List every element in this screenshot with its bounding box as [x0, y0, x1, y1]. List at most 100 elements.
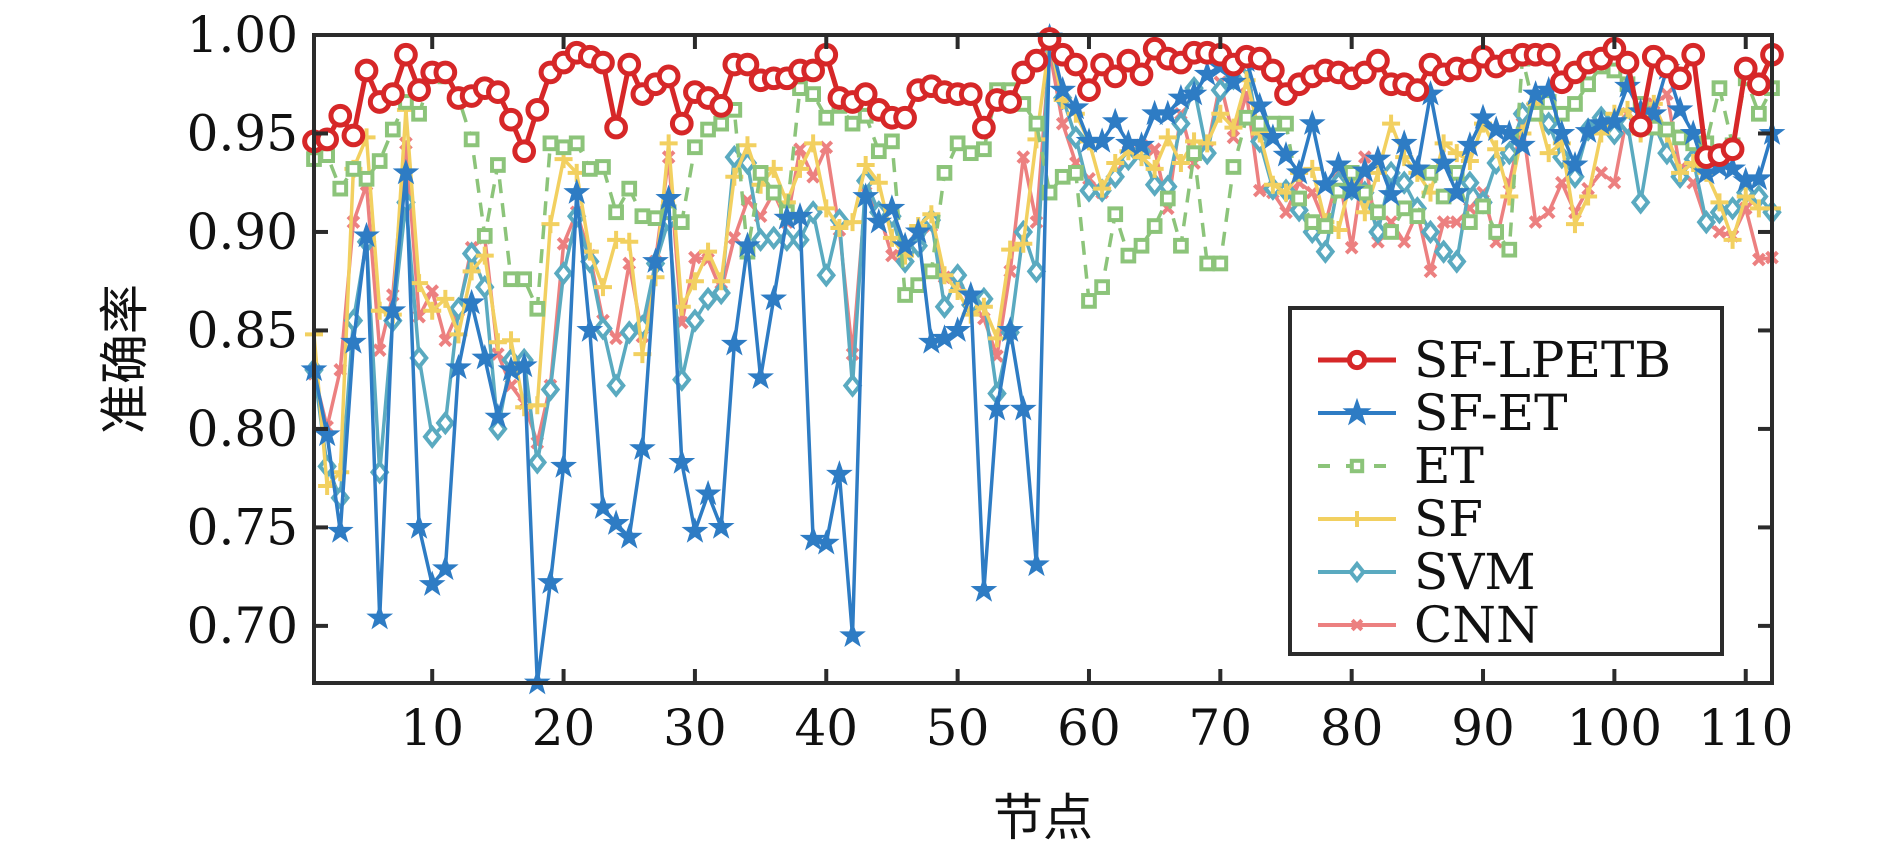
data-point-sf-et [1298, 109, 1326, 135]
legend-item-sf-et: SF-ET [1318, 384, 1567, 442]
data-point-et [516, 271, 533, 288]
data-point-svm [435, 410, 456, 436]
data-point-sf [1171, 154, 1190, 173]
data-point-et [1462, 214, 1478, 230]
data-point-et [542, 135, 559, 152]
data-point-et [581, 161, 598, 177]
data-point-sf-et [760, 284, 788, 311]
data-point-sf-lpetb [972, 115, 996, 140]
data-point-sf [593, 278, 612, 297]
legend-marker-sf-et [1342, 397, 1372, 426]
series-sf-lpetb [302, 27, 1784, 169]
data-point-et [595, 159, 611, 175]
data-point-sf [1211, 104, 1230, 123]
data-point-sf-lpetb [604, 115, 628, 140]
data-point-sf [738, 136, 757, 155]
data-point-et [700, 121, 716, 138]
legend-marker-sf [1349, 511, 1365, 527]
data-point-et [1107, 206, 1124, 223]
data-point-et [1067, 165, 1084, 181]
data-point-sf-et [799, 525, 827, 551]
data-point-svm [763, 225, 784, 251]
data-point-et [1159, 190, 1176, 207]
data-point-sf-et [1115, 129, 1142, 155]
data-point-sf-et [1154, 99, 1182, 126]
ticks-layer: 0.70 0.75 0.80 0.85 0.90 0.95 1.00 10 20 30 40 50 60… [187, 6, 1794, 757]
data-point-sf-et [340, 328, 367, 354]
data-point-sf-et [629, 434, 656, 460]
data-point-cnn [1555, 175, 1569, 190]
data-point-sf-lpetb [617, 52, 642, 77]
data-point-et [1291, 190, 1307, 207]
data-point-sf [1224, 118, 1243, 137]
data-point-cnn [1660, 87, 1674, 101]
data-point-svm [1315, 239, 1336, 264]
data-point-sf [1027, 130, 1046, 149]
data-point-sf-et [904, 217, 932, 244]
legend-label-svm: SVM [1414, 543, 1536, 601]
data-point-sf-lpetb [1733, 56, 1758, 81]
data-point-sf-et [1430, 148, 1457, 175]
data-point-et [1173, 237, 1189, 254]
data-point-svm [619, 320, 640, 345]
data-point-sf-et [1601, 107, 1628, 134]
data-point-sf-et [655, 184, 682, 210]
data-point-et [1238, 109, 1255, 126]
data-point-svm [580, 249, 600, 274]
data-point-sf-et [445, 353, 472, 380]
data-point-sf [843, 213, 862, 232]
data-point-et [1659, 121, 1675, 138]
data-point-et [713, 115, 730, 132]
y-tick-label: 0.70 [187, 597, 298, 655]
data-point-et [936, 165, 953, 181]
data-point-sf-et [405, 513, 433, 539]
data-point-et [1488, 224, 1505, 240]
data-point-cnn [1449, 215, 1464, 229]
series-line-sf-et [312, 35, 1774, 685]
data-point-sf [672, 297, 691, 316]
data-point-sf-et [1469, 103, 1497, 130]
data-point-sf-lpetb [958, 82, 983, 106]
data-point-sf-et [642, 247, 669, 273]
data-point-sf [804, 134, 823, 153]
data-point-et [884, 133, 900, 150]
data-point-cnn [793, 142, 807, 157]
data-point-sf-et [996, 316, 1024, 342]
data-point-et [765, 184, 782, 201]
data-point-sf-et [602, 509, 630, 535]
data-point-cnn [1752, 252, 1766, 267]
data-point-et [1081, 293, 1097, 309]
legend-marker-cnn [1350, 618, 1364, 632]
data-point-sf [1579, 187, 1598, 206]
data-point-cnn [1252, 183, 1267, 198]
x-tick-label: 70 [1189, 699, 1253, 757]
data-point-sf-lpetb [1668, 66, 1692, 91]
data-point-sf [462, 262, 481, 281]
data-point-cnn [1279, 205, 1293, 220]
data-point-sf-lpetb [328, 103, 353, 128]
data-point-sf-et [852, 182, 880, 208]
data-point-svm [1026, 259, 1047, 284]
data-point-et [555, 139, 572, 156]
data-point-sf [410, 274, 429, 293]
data-point-sf-et [418, 570, 446, 596]
x-tick-label: 80 [1320, 699, 1384, 757]
data-point-sf-et [1614, 72, 1641, 98]
data-point-sf [1710, 193, 1729, 212]
data-point-et [1094, 279, 1110, 295]
data-point-sf-lpetb [1720, 137, 1745, 162]
data-point-sf [1132, 148, 1151, 167]
data-point-sf-et [392, 158, 420, 185]
data-point-svm [1144, 172, 1165, 197]
data-point-sf-lpetb [1615, 50, 1640, 75]
data-point-svm [593, 316, 613, 341]
data-point-svm [1368, 219, 1388, 245]
data-point-sf-et [471, 343, 499, 370]
data-point-et [1041, 184, 1058, 201]
data-point-sf-et [484, 403, 512, 429]
data-point-et [1278, 115, 1294, 132]
data-point-cnn [425, 284, 440, 298]
data-point-svm [540, 377, 561, 402]
data-point-sf-et [1548, 119, 1576, 145]
